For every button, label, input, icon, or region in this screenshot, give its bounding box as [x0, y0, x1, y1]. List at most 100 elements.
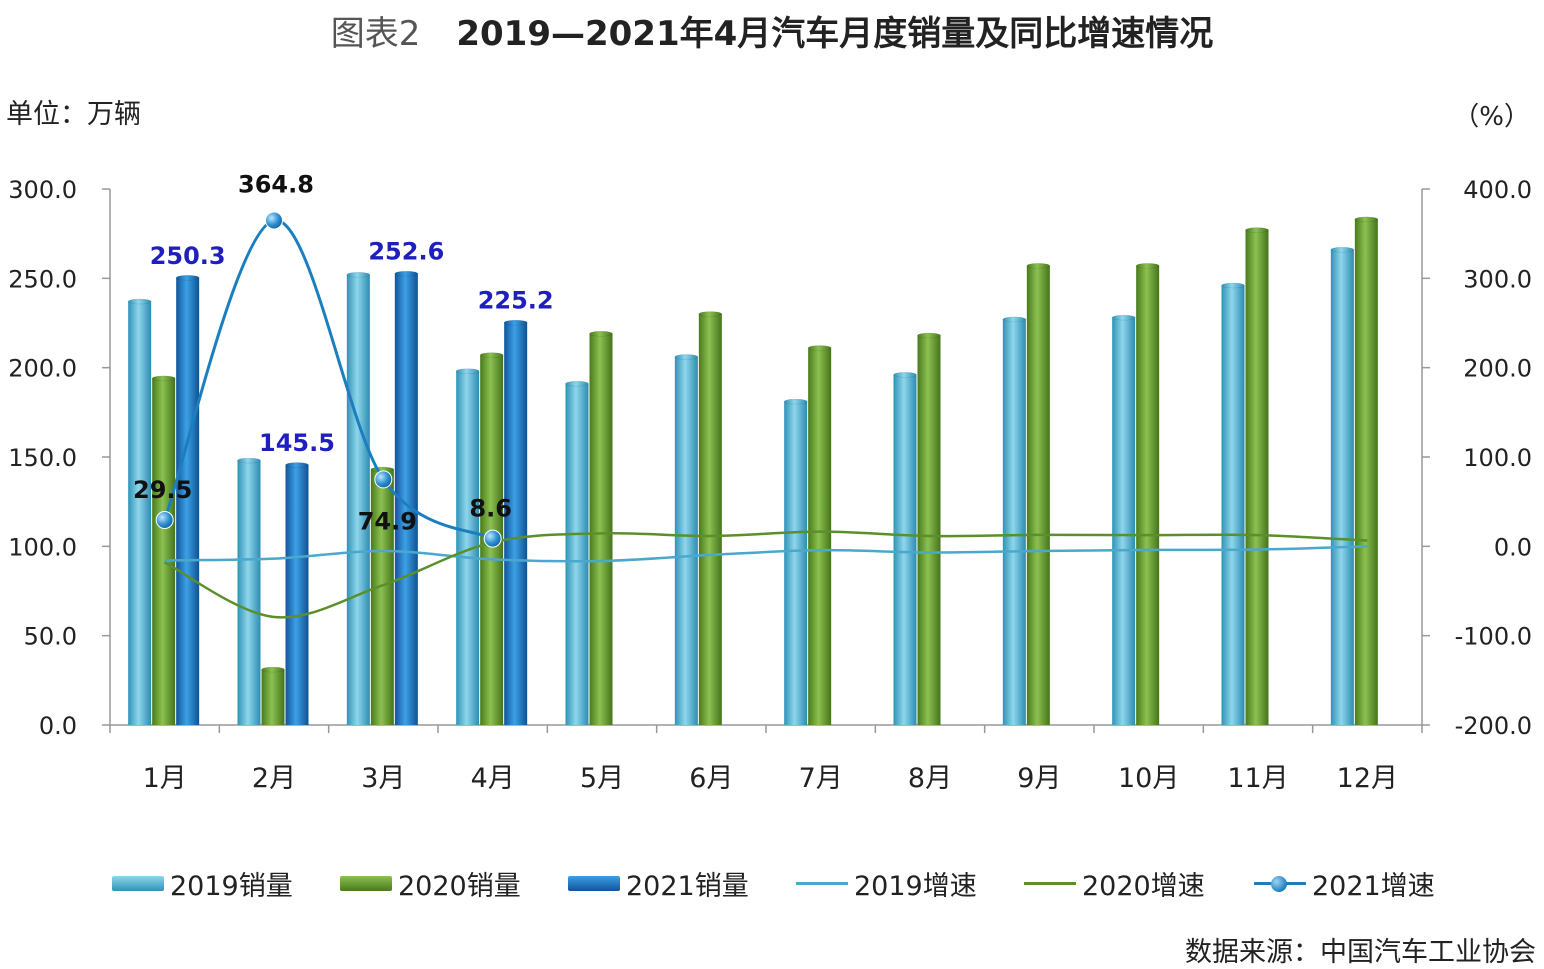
chart-title-text: 2019—2021年4月汽车月度销量及同比增速情况 [456, 14, 1214, 54]
bar-2019销量 [565, 383, 589, 725]
left-tick-label: 300.0 [8, 176, 77, 204]
bar-2020销量 [1245, 230, 1269, 726]
bar-2019销量 [1330, 249, 1354, 725]
left-tick-label: 150.0 [8, 444, 77, 472]
left-axis-unit: 单位：万辆 [6, 99, 141, 130]
legend-label-2019-growth: 2019增速 [854, 871, 977, 902]
bar-2020销量 [370, 469, 394, 725]
bar-cap-2021销量 [503, 319, 528, 326]
bar-cap-2019销量 [783, 398, 808, 405]
line-2019增速 [164, 544, 1368, 563]
right-tick-label: 400.0 [1463, 176, 1532, 204]
right-tick-label: 0.0 [1494, 533, 1532, 561]
bar-2021销量 [504, 322, 528, 725]
legend: 2019销量 2020销量 2021销量 2019增速 2020增速 2021增… [0, 864, 1544, 904]
legend-label-2021-sales: 2021销量 [626, 871, 749, 902]
bar-2019销量 [128, 301, 152, 725]
bar-2021销量 [394, 273, 418, 725]
right-tick-label: -200.0 [1455, 712, 1532, 740]
legend-item-2020-sales: 2020销量 [340, 864, 521, 903]
legend-item-2021-growth: 2021增速 [1254, 864, 1435, 903]
x-tick-label: 1月 [143, 763, 187, 794]
x-tick-label: 5月 [580, 763, 624, 794]
marker-2021增速 [483, 529, 502, 548]
x-tick-label: 8月 [908, 763, 952, 794]
bar-2019销量 [893, 374, 917, 725]
bar-2020销量 [1136, 265, 1160, 725]
bar-2020销量 [808, 348, 832, 725]
x-tick-label: 11月 [1227, 763, 1288, 794]
bar-cap-2020销量 [589, 330, 613, 337]
legend-label-2020-sales: 2020销量 [398, 871, 521, 902]
legend-item-2021-sales: 2021销量 [568, 864, 749, 903]
bar-2019销量 [456, 371, 480, 725]
bar-2020销量 [261, 669, 285, 725]
legend-item-2019-sales: 2019销量 [112, 864, 293, 903]
bar-cap-2021销量 [175, 275, 200, 281]
x-tick-label: 12月 [1337, 763, 1398, 794]
data-label-2021-growth: 364.8 [238, 170, 314, 198]
bar-2020销量 [1026, 265, 1050, 725]
left-tick-label: 250.0 [8, 265, 77, 293]
bar-cap-2020销量 [151, 375, 176, 382]
left-tick-label: 50.0 [24, 623, 77, 651]
bar-2021销量 [285, 465, 309, 725]
left-tick-label: 0.0 [39, 712, 77, 740]
bar-2019销量 [784, 401, 808, 725]
x-tick-label: 2月 [252, 763, 296, 794]
data-label-2021-growth: 8.6 [469, 495, 512, 523]
bar-cap-2019销量 [1111, 314, 1136, 321]
marker-2021增速 [265, 211, 283, 230]
line-2020增速 [164, 530, 1368, 619]
bar-cap-2020销量 [698, 311, 723, 317]
bar-cap-2019销量 [127, 298, 152, 305]
bar-2021销量 [176, 277, 200, 725]
bar-cap-2019销量 [1221, 282, 1245, 289]
bar-2019销量 [1002, 319, 1026, 725]
legend-swatch-2019-sales [112, 876, 164, 891]
bar-2020销量 [917, 335, 941, 725]
data-label-2021-sales: 250.3 [150, 242, 226, 270]
bar-2020销量 [1354, 219, 1378, 725]
figure-label: 图表2 [330, 14, 421, 54]
bar-cap-2020销量 [1245, 227, 1269, 233]
bar-2019销量 [1112, 317, 1136, 725]
bar-cap-2021销量 [394, 270, 419, 277]
bar-cap-2019销量 [346, 272, 371, 278]
bar-2019销量 [346, 274, 370, 725]
data-source: 数据来源：中国汽车工业协会 [1185, 937, 1536, 968]
bar-cap-2019销量 [1002, 316, 1027, 323]
legend-swatch-2021-sales [568, 876, 620, 891]
legend-item-2020-growth: 2020增速 [1024, 864, 1205, 903]
bar-cap-2020销量 [479, 352, 504, 358]
right-tick-label: -100.0 [1455, 623, 1532, 651]
legend-swatch-2020-growth [1024, 882, 1076, 885]
right-tick-label: 200.0 [1463, 355, 1532, 383]
x-tick-label: 3月 [361, 763, 405, 794]
bar-cap-2020销量 [1354, 216, 1379, 223]
bar-cap-2019销量 [893, 372, 917, 378]
bar-cap-2019销量 [1330, 246, 1355, 253]
bar-cap-2019销量 [565, 380, 589, 387]
legend-label-2021-growth: 2021增速 [1312, 871, 1435, 902]
bar-2019销量 [1221, 285, 1245, 725]
marker-2021增速 [155, 510, 174, 529]
data-label-2021-sales: 252.6 [368, 238, 444, 266]
x-tick-label: 7月 [799, 763, 843, 794]
legend-item-2019-growth: 2019增速 [796, 864, 977, 903]
data-label-2021-growth: 29.5 [133, 476, 192, 504]
bar-cap-2021销量 [285, 462, 309, 468]
marker-2021增速 [374, 470, 393, 489]
line-2021增速 [163, 218, 494, 541]
x-tick-label: 10月 [1118, 763, 1179, 794]
legend-swatch-2019-growth [796, 882, 848, 885]
bar-cap-2019销量 [455, 368, 480, 374]
bar-cap-2019销量 [237, 457, 261, 464]
chart-title: 图表2 2019—2021年4月汽车月度销量及同比增速情况 [0, 6, 1544, 55]
bar-2020销量 [698, 314, 722, 725]
bar-2019销量 [674, 356, 698, 725]
x-tick-label: 6月 [689, 763, 733, 794]
x-tick-label: 4月 [471, 763, 515, 794]
legend-swatch-2020-sales [340, 876, 392, 891]
